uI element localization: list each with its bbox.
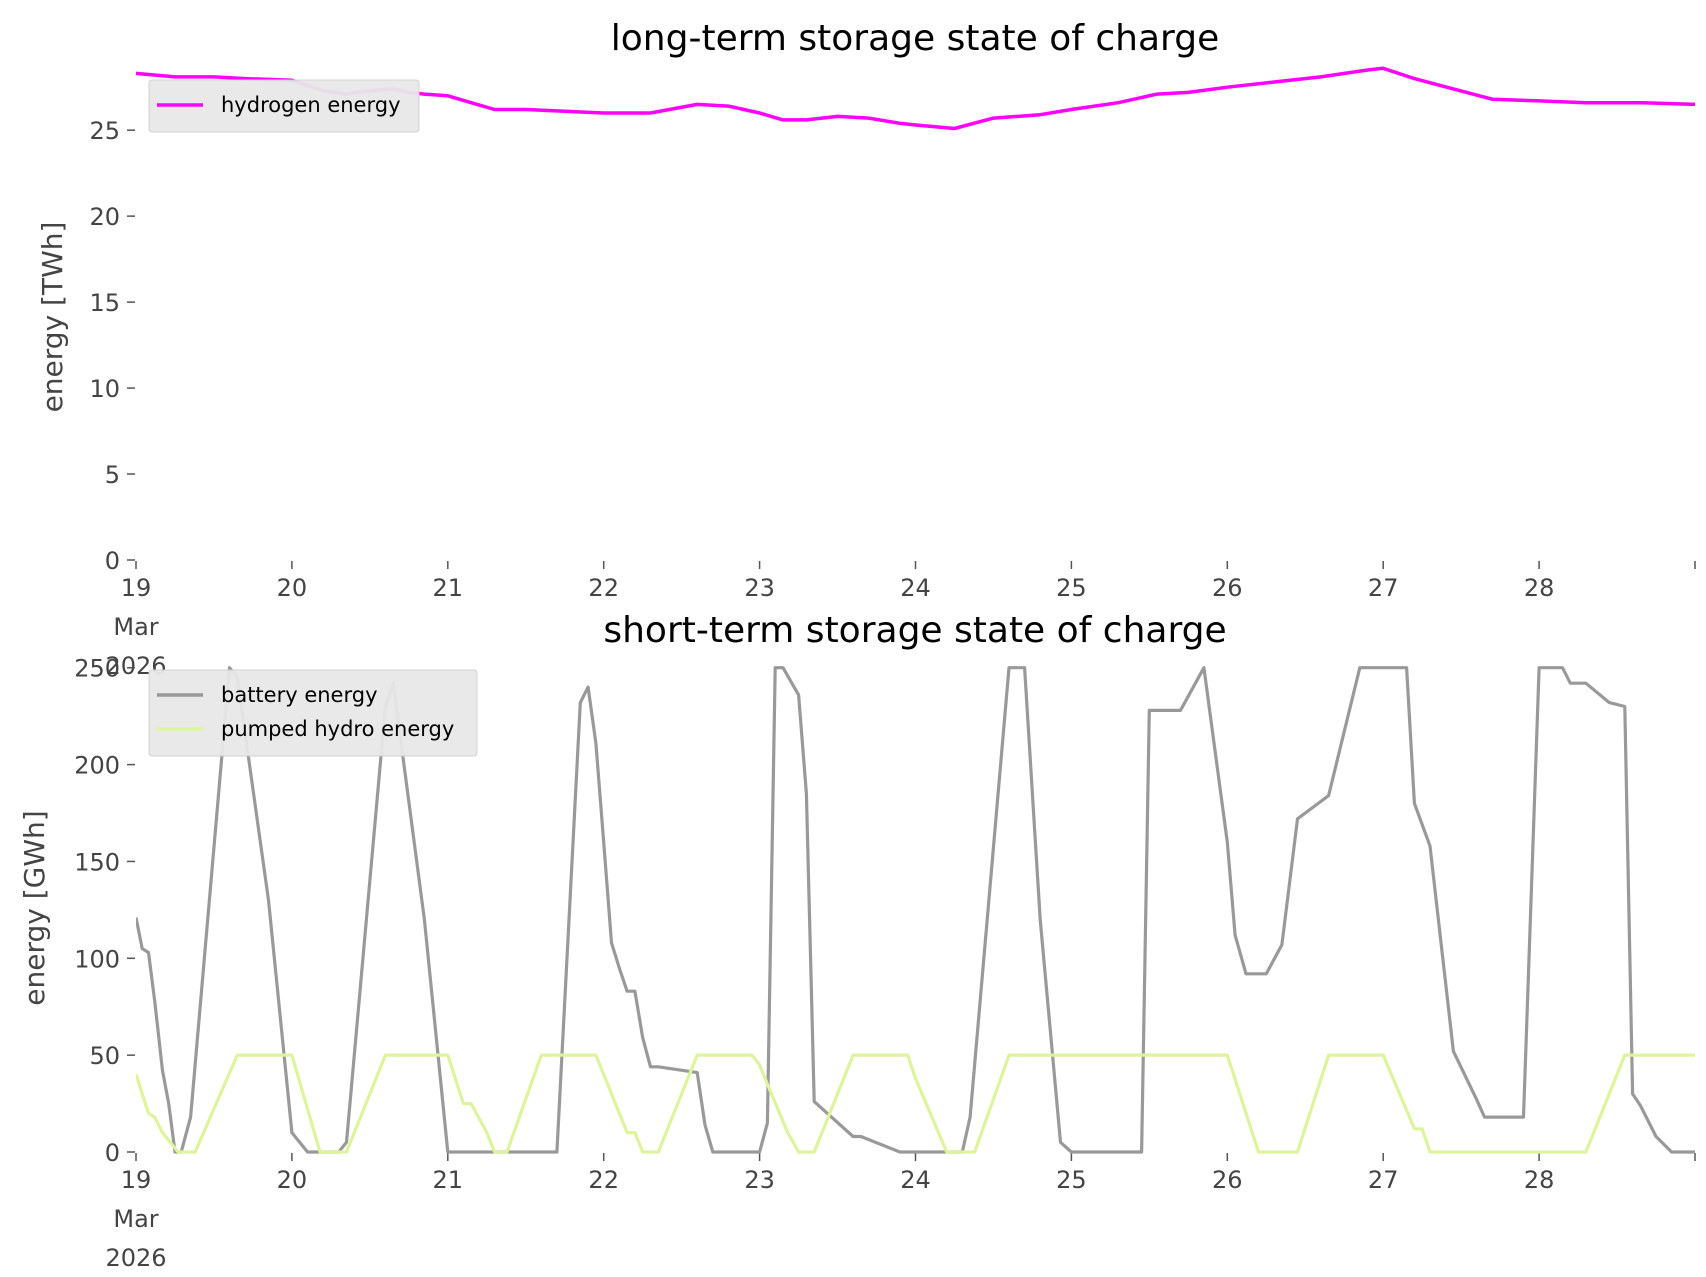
y-tick-label: 15 [89,289,120,317]
y-axis-label: energy [TWh] [36,222,69,413]
y-tick-label: 150 [74,848,120,876]
x-tick-label: 21 [433,574,464,602]
series-line-battery-energy [136,666,1695,1154]
x-tick-label: 28 [1524,574,1555,602]
x-tick-label: Mar [113,613,158,641]
y-axis-ticks: 0 5 10 15 20 25 [89,117,135,575]
y-tick-label: 100 [74,945,120,973]
y-tick-label: 5 [105,461,120,489]
legend-box [148,669,478,757]
y-axis-ticks: 0 50 100 150 200 250 [74,655,135,1167]
y-tick-label: 10 [89,375,120,403]
x-tick-label: 27 [1368,574,1399,602]
y-tick-label: 20 [89,203,120,231]
x-tick-label: 24 [900,1166,931,1194]
x-tick-label: 19 [121,1166,152,1194]
x-tick-label: 27 [1368,1166,1399,1194]
x-tick-label: 2026 [105,1244,166,1272]
x-tick-label: 21 [433,1166,464,1194]
y-tick-label: 200 [74,752,120,780]
x-tick-label: 28 [1524,1166,1555,1194]
series-lines [136,666,1695,1154]
x-tick-label: 24 [900,574,931,602]
x-tick-label: 23 [744,574,775,602]
legend-box [148,79,420,133]
x-tick-label: 26 [1212,1166,1243,1194]
x-tick-label: 22 [588,1166,619,1194]
legend-label: battery energy [221,683,378,707]
legend-label: pumped hydro energy [221,717,454,741]
y-tick-label: 25 [89,117,120,145]
long-term-chart: long-term storage state of charge energy… [36,18,1696,680]
y-axis-label: energy [GWh] [18,810,51,1005]
chart-title: short-term storage state of charge [603,610,1226,651]
legend-label: hydrogen energy [221,93,401,117]
x-tick-label: 19 [121,574,152,602]
y-tick-label: 0 [105,547,120,575]
x-tick-label: 25 [1056,574,1087,602]
x-axis-ticks: 19 Mar 2026 20 21 22 23 24 25 26 27 28 [105,1153,1696,1272]
x-tick-label: 25 [1056,1166,1087,1194]
y-tick-label: 0 [105,1139,120,1167]
x-tick-label: 20 [277,574,308,602]
legend: battery energy pumped hydro energy [148,669,478,757]
y-tick-label: 250 [74,655,120,683]
x-tick-label: 22 [588,574,619,602]
y-tick-label: 50 [89,1042,120,1070]
x-tick-label: 20 [277,1166,308,1194]
chart-title: long-term storage state of charge [611,18,1219,59]
series-line-pumped-hydro-energy [136,1053,1695,1154]
legend: hydrogen energy [148,79,420,133]
x-tick-label: 26 [1212,574,1243,602]
short-term-chart: short-term storage state of charge energ… [18,610,1696,1272]
x-tick-label: Mar [113,1205,158,1233]
x-tick-label: 23 [744,1166,775,1194]
